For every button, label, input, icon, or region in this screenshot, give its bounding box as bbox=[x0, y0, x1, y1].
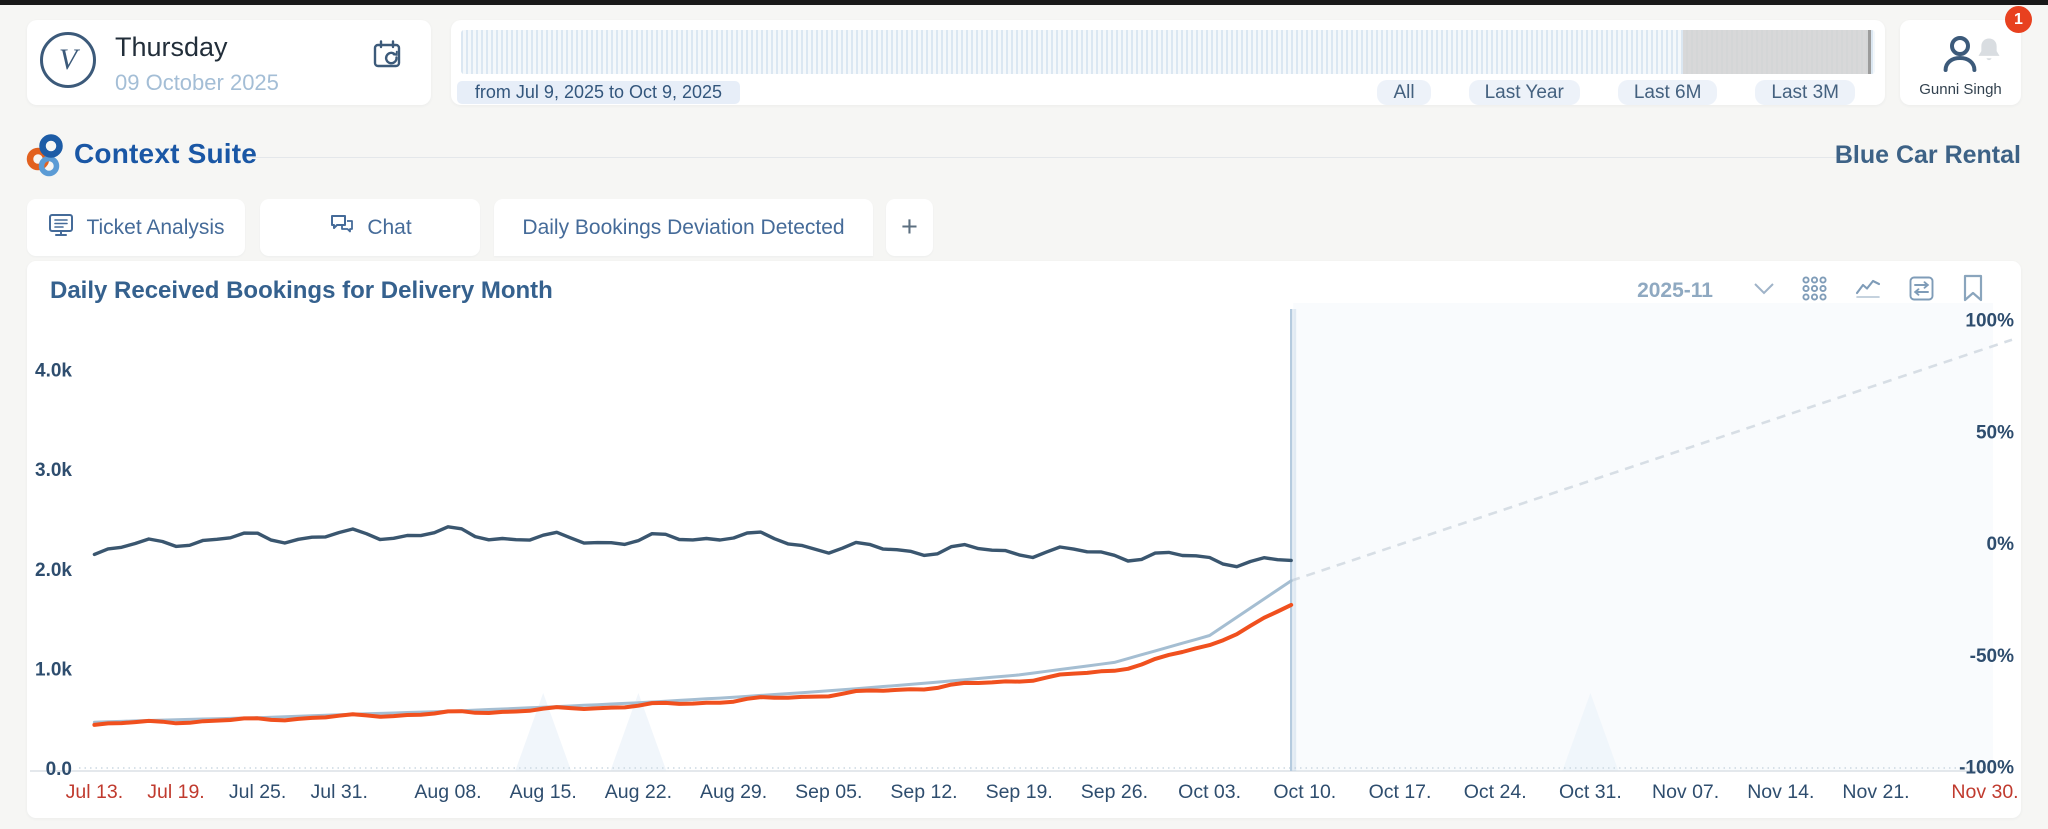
right-axis-label: -100% bbox=[1959, 758, 2014, 779]
org-name: Blue Car Rental bbox=[1834, 141, 2021, 169]
header-divider bbox=[252, 157, 1858, 158]
x-axis-label: Sep 12. bbox=[890, 781, 957, 803]
top-strip bbox=[0, 0, 2048, 5]
projection-region bbox=[1293, 303, 1993, 771]
tab-ticket-analysis[interactable]: Ticket Analysis bbox=[27, 199, 245, 256]
plus-icon: + bbox=[901, 211, 918, 243]
x-axis-label: Oct 10. bbox=[1273, 781, 1336, 803]
timeline-brush[interactable] bbox=[461, 30, 1875, 74]
left-axis-label: 0.0 bbox=[46, 759, 72, 780]
chart-controls: 2025-11 bbox=[1637, 274, 1985, 307]
x-axis-label: Sep 19. bbox=[986, 781, 1053, 803]
series-line-gray bbox=[92, 579, 1293, 724]
monitor-icon bbox=[47, 211, 75, 245]
x-axis-label: Jul 13. bbox=[66, 781, 123, 803]
range-button-all[interactable]: All bbox=[1377, 80, 1431, 105]
range-buttons: All Last Year Last 6M Last 3M bbox=[1377, 80, 1855, 105]
tab-label: Chat bbox=[367, 215, 412, 239]
chevron-down-icon[interactable] bbox=[1753, 282, 1775, 300]
range-button-last-year[interactable]: Last Year bbox=[1468, 80, 1580, 105]
range-button-last-6m[interactable]: Last 6M bbox=[1617, 80, 1718, 105]
left-axis-label: 4.0k bbox=[35, 361, 72, 382]
x-axis-label: Nov 30. bbox=[1951, 781, 2018, 803]
chat-icon bbox=[328, 211, 356, 245]
right-axis-label: 100% bbox=[1965, 311, 2014, 332]
date-card: V Thursday 09 October 2025 bbox=[27, 20, 431, 105]
series-line-navy bbox=[92, 525, 1293, 569]
user-name: Gunni Singh bbox=[1919, 81, 2002, 98]
left-axis-label: 1.0k bbox=[35, 659, 72, 680]
x-axis-label: Nov 21. bbox=[1842, 781, 1909, 803]
user-avatar-icon[interactable] bbox=[1936, 30, 1984, 83]
calendar-reset-icon[interactable] bbox=[371, 38, 405, 77]
weekday-label: Thursday bbox=[115, 32, 228, 62]
weekend-marker bbox=[515, 693, 572, 771]
date-range-pill: from Jul 9, 2025 to Oct 9, 2025 bbox=[457, 81, 740, 104]
right-axis-label: 50% bbox=[1976, 422, 2014, 443]
x-axis-label: Oct 24. bbox=[1464, 781, 1527, 803]
x-axis-label: Jul 25. bbox=[229, 781, 286, 803]
x-axis-label: Aug 22. bbox=[605, 781, 672, 803]
chart-title: Daily Received Bookings for Delivery Mon… bbox=[50, 277, 553, 304]
user-card[interactable]: 1 Gunni Singh bbox=[1900, 6, 2032, 105]
tab-label: Daily Bookings Deviation Detected bbox=[522, 215, 845, 239]
x-axis-label: Oct 03. bbox=[1178, 781, 1241, 803]
delivery-month-selector[interactable]: 2025-11 bbox=[1637, 278, 1713, 302]
left-axis-label: 2.0k bbox=[35, 560, 72, 581]
bookings-chart: 0.0 1.0k 2.0k 3.0k 4.0k 100% 50% 0% -50% -100% Jul… bbox=[30, 303, 2019, 803]
x-axis-label: Oct 31. bbox=[1559, 781, 1622, 803]
tab-daily-bookings-deviation[interactable]: Daily Bookings Deviation Detected bbox=[494, 199, 873, 256]
x-axis-label: Nov 07. bbox=[1652, 781, 1719, 803]
weekend-marker bbox=[1562, 693, 1619, 771]
timeline-card: from Jul 9, 2025 to Oct 9, 2025 All Last… bbox=[451, 20, 1885, 105]
chart-panel: Daily Received Bookings for Delivery Mon… bbox=[27, 261, 2021, 818]
bookmark-icon[interactable] bbox=[1961, 274, 1985, 307]
x-axis-label: Nov 14. bbox=[1747, 781, 1814, 803]
range-button-last-3m[interactable]: Last 3M bbox=[1755, 80, 1855, 105]
date-label: 09 October 2025 bbox=[115, 70, 279, 95]
tab-label: Ticket Analysis bbox=[86, 215, 225, 239]
right-axis-label: -50% bbox=[1970, 646, 2014, 667]
day-avatar: V bbox=[40, 32, 96, 88]
x-axis-label: Aug 29. bbox=[700, 781, 767, 803]
weekend-marker bbox=[610, 693, 667, 771]
x-axis-label: Sep 05. bbox=[795, 781, 862, 803]
x-axis-label: Sep 26. bbox=[1081, 781, 1148, 803]
compare-settings-icon[interactable] bbox=[1908, 275, 1935, 307]
line-chart-icon[interactable] bbox=[1854, 274, 1882, 307]
context-suite-logo-icon bbox=[26, 132, 68, 185]
series-line-orange bbox=[92, 602, 1294, 727]
notification-badge: 1 bbox=[2005, 6, 2032, 33]
x-axis-label: Aug 15. bbox=[510, 781, 577, 803]
tab-chat[interactable]: Chat bbox=[260, 199, 480, 256]
app-name: Context Suite bbox=[74, 138, 258, 169]
x-axis-label: Aug 08. bbox=[414, 781, 481, 803]
x-axis-label: Jul 19. bbox=[147, 781, 204, 803]
timeline-selection-overlay[interactable] bbox=[1683, 30, 1871, 74]
left-axis-label: 3.0k bbox=[35, 460, 72, 481]
right-axis-label: 0% bbox=[1987, 534, 2015, 555]
x-axis-label: Oct 17. bbox=[1369, 781, 1432, 803]
grid-view-icon[interactable] bbox=[1801, 275, 1828, 307]
bell-icon[interactable] bbox=[1971, 34, 2007, 75]
add-tab-button[interactable]: + bbox=[886, 199, 933, 256]
x-axis-label: Jul 31. bbox=[310, 781, 367, 803]
